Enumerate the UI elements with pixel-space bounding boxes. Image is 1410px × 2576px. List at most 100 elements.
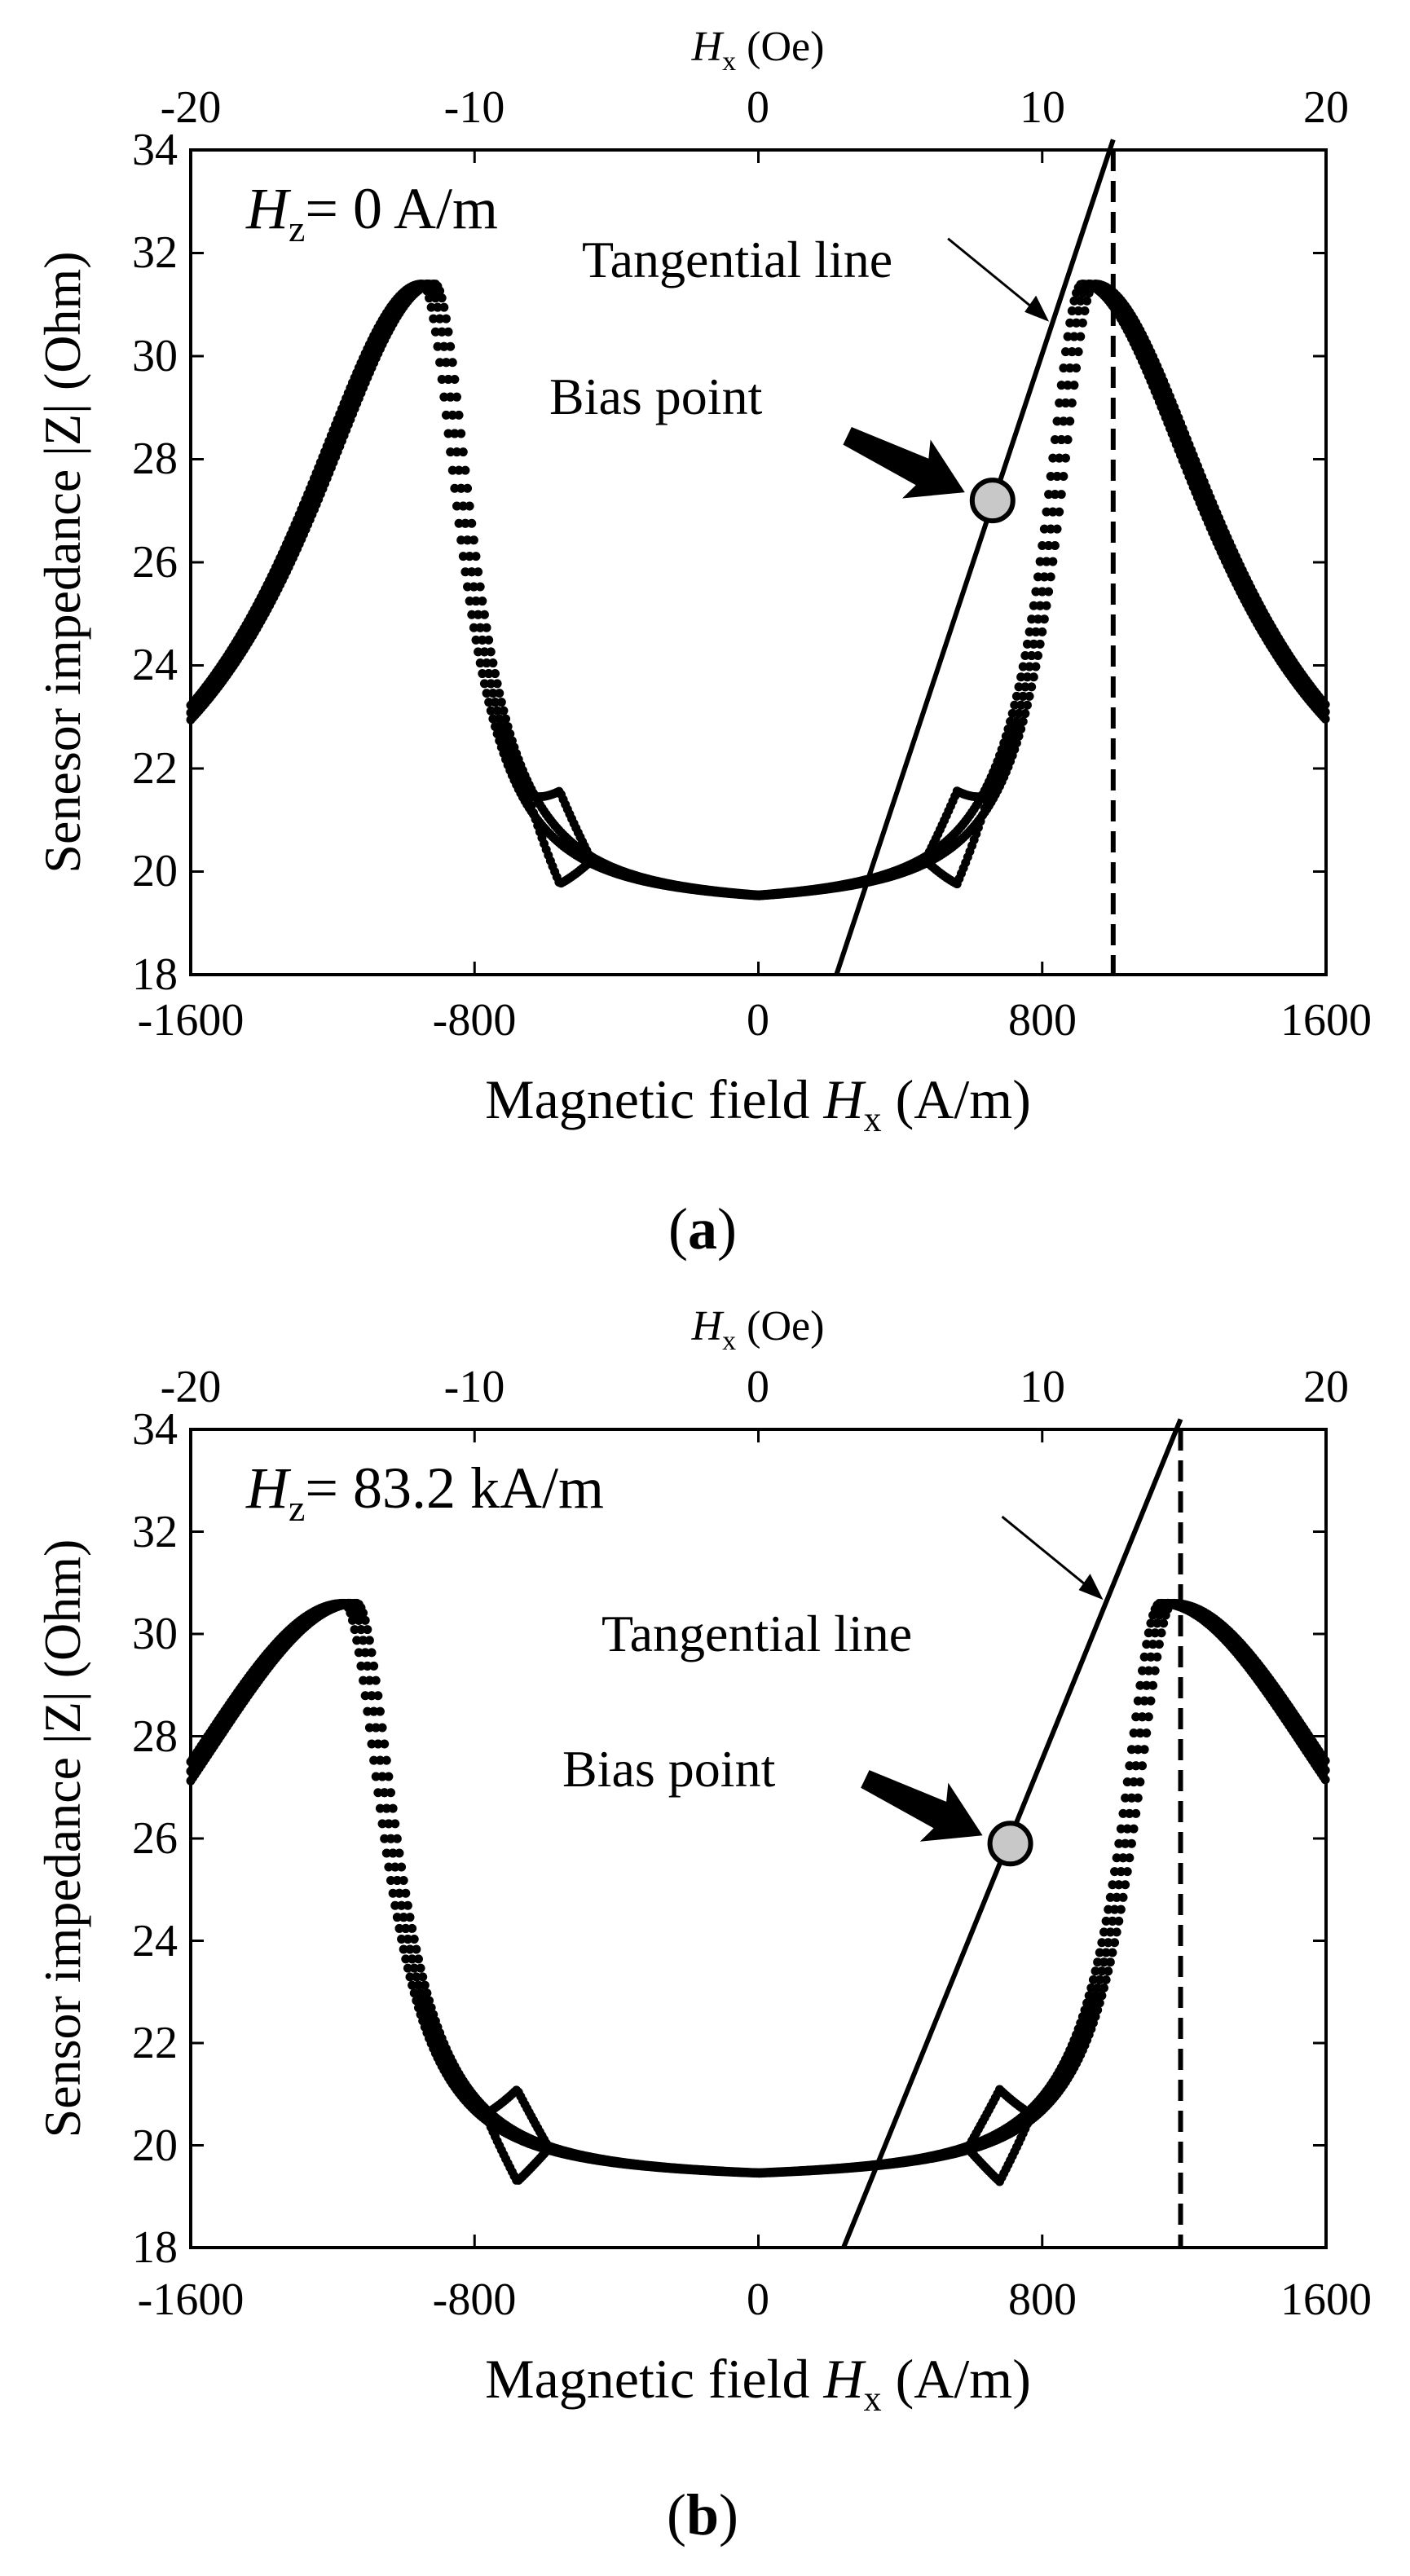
chart-b-data-point xyxy=(1097,1966,1107,1976)
chart-b-data-point xyxy=(1146,1696,1156,1706)
chart-a-data-point xyxy=(1067,399,1077,408)
chart-a-data-point xyxy=(1077,318,1087,328)
chart-a-data-point xyxy=(478,597,487,606)
chart-a-data-point xyxy=(1065,416,1075,426)
chart-b-data-point xyxy=(1152,1652,1162,1662)
chart-a-data-point xyxy=(1038,587,1047,597)
chart-a-data-point xyxy=(430,327,440,337)
chart-b-data-point xyxy=(1110,1938,1120,1948)
chart-a-data-point xyxy=(441,314,451,324)
chart-a-data-point xyxy=(488,658,498,668)
chart-b-data-point xyxy=(397,1935,407,1944)
chart-a-data-point xyxy=(503,722,513,732)
chart-a-y-tick-label: 18 xyxy=(132,949,178,1000)
chart-b-data-point xyxy=(1133,1793,1143,1803)
chart-a-data-point xyxy=(469,535,478,545)
chart-a-data-point xyxy=(467,518,477,528)
chart-a-data-point xyxy=(441,410,451,420)
chart-b-data-point xyxy=(1146,1652,1156,1662)
chart-b-data-point xyxy=(356,1625,366,1635)
chart-b-data-point xyxy=(392,1834,402,1843)
chart-a-data-point xyxy=(1039,614,1049,624)
chart-a-data-point xyxy=(463,483,473,493)
chart-b-data-point xyxy=(1091,1991,1100,2001)
chart-b-data-point xyxy=(1086,2005,1096,2015)
chart-b-data-point xyxy=(405,1972,415,1982)
chart-b-data-point xyxy=(1121,1838,1130,1848)
chart-a-data-point xyxy=(490,669,500,679)
chart-a-data-point xyxy=(1050,435,1060,445)
chart-a-ticks xyxy=(189,148,1328,976)
chart-b-data-point xyxy=(371,1676,381,1685)
chart-b-data-point xyxy=(1099,1983,1108,1993)
chart-b-data-point xyxy=(364,1636,374,1645)
chart-b-data-point xyxy=(409,1988,419,1998)
chart-b-data-point xyxy=(1121,1880,1130,1890)
chart-a-data-point xyxy=(1069,296,1079,306)
chart-b-data-point xyxy=(1143,1666,1153,1676)
chart-a-data-point xyxy=(495,714,505,724)
chart-a-data-point xyxy=(1059,472,1069,482)
chart-b-data-point xyxy=(380,1739,390,1749)
chart-a-data-point xyxy=(1011,738,1021,748)
chart-a-data-point xyxy=(1024,662,1034,672)
chart-b-data-point xyxy=(388,1848,398,1858)
chart-a-data-point xyxy=(1018,662,1028,672)
chart-a-data-point xyxy=(1060,347,1070,357)
chart-b-data-point xyxy=(1118,1892,1128,1902)
chart-a-data-point xyxy=(467,567,477,577)
chart-b-data-point xyxy=(1157,1628,1166,1638)
chart-a-data-point xyxy=(475,658,485,668)
chart-b-data-point xyxy=(369,1706,379,1716)
chart-b-x-top-axis-title: Hx (Oe) xyxy=(691,1303,825,1356)
chart-a-hz-annotation: Hz= 0 A/m xyxy=(245,176,498,249)
chart-b-data-point xyxy=(1143,1712,1153,1722)
chart-b-data-point xyxy=(1099,1927,1108,1937)
chart-a-data-point xyxy=(1006,716,1016,726)
chart-b-data-point xyxy=(1135,1728,1145,1738)
chart-a-data-point xyxy=(486,647,496,657)
chart-b-data-point xyxy=(1105,1957,1115,1967)
chart-a-data-point xyxy=(1069,381,1079,390)
chart-a-data-point xyxy=(499,729,509,739)
chart-b-data-point xyxy=(401,1954,411,1964)
chart-a-data-point xyxy=(492,706,502,716)
chart-b-data-point xyxy=(1125,1853,1135,1863)
chart-b-data-point xyxy=(373,1788,383,1798)
chart-a-data-point xyxy=(446,392,456,402)
chart-b-panel-label: (b) xyxy=(667,2482,738,2547)
chart-b-data-point xyxy=(1118,1853,1128,1863)
chart-a-data-point xyxy=(1044,540,1054,550)
chart-b-data-point xyxy=(403,1900,412,1910)
chart-a-data-point xyxy=(488,689,498,698)
chart-b-data-point xyxy=(412,1972,421,1982)
chart-b-data-point xyxy=(418,1972,428,1982)
chart-a-data-point xyxy=(482,689,491,698)
chart-b-data-point xyxy=(412,1944,421,1954)
chart-b-y-tick-label: 20 xyxy=(132,2120,178,2171)
chart-b-data-point xyxy=(401,1923,411,1933)
chart-a-data-point xyxy=(471,597,481,606)
chart-b-data-point xyxy=(392,1875,402,1885)
chart-a-data-point xyxy=(460,567,470,577)
chart-a-data-point xyxy=(458,501,468,511)
chart-a-data-point xyxy=(1065,363,1075,373)
chart-b-x-top-tick-label: -10 xyxy=(444,1362,505,1412)
chart-a-data-point xyxy=(1020,650,1030,660)
chart-a-data-point xyxy=(1033,650,1043,660)
chart-b-data-point xyxy=(373,1739,383,1749)
chart-b-data-point xyxy=(354,1615,364,1625)
chart-b-data-point xyxy=(1150,1666,1160,1676)
chart-b-y-tick-label: 24 xyxy=(132,1916,178,1966)
chart-a-tangent-label: Tangential line xyxy=(582,231,892,288)
chart-b-data-point xyxy=(1129,1777,1139,1787)
chart-b-data-point xyxy=(360,1648,370,1658)
chart-b-data-point xyxy=(1159,1618,1169,1628)
chart-a-data-point xyxy=(1003,724,1013,734)
chart-b-data-point xyxy=(1104,1938,1113,1948)
chart-b-data-point xyxy=(1139,1696,1149,1706)
chart-a-data-point xyxy=(1076,332,1086,341)
chart-b-data-point xyxy=(380,1788,390,1798)
chart-a-x-top-tick-label: -20 xyxy=(161,82,222,133)
chart-a-data-point xyxy=(1050,540,1060,550)
